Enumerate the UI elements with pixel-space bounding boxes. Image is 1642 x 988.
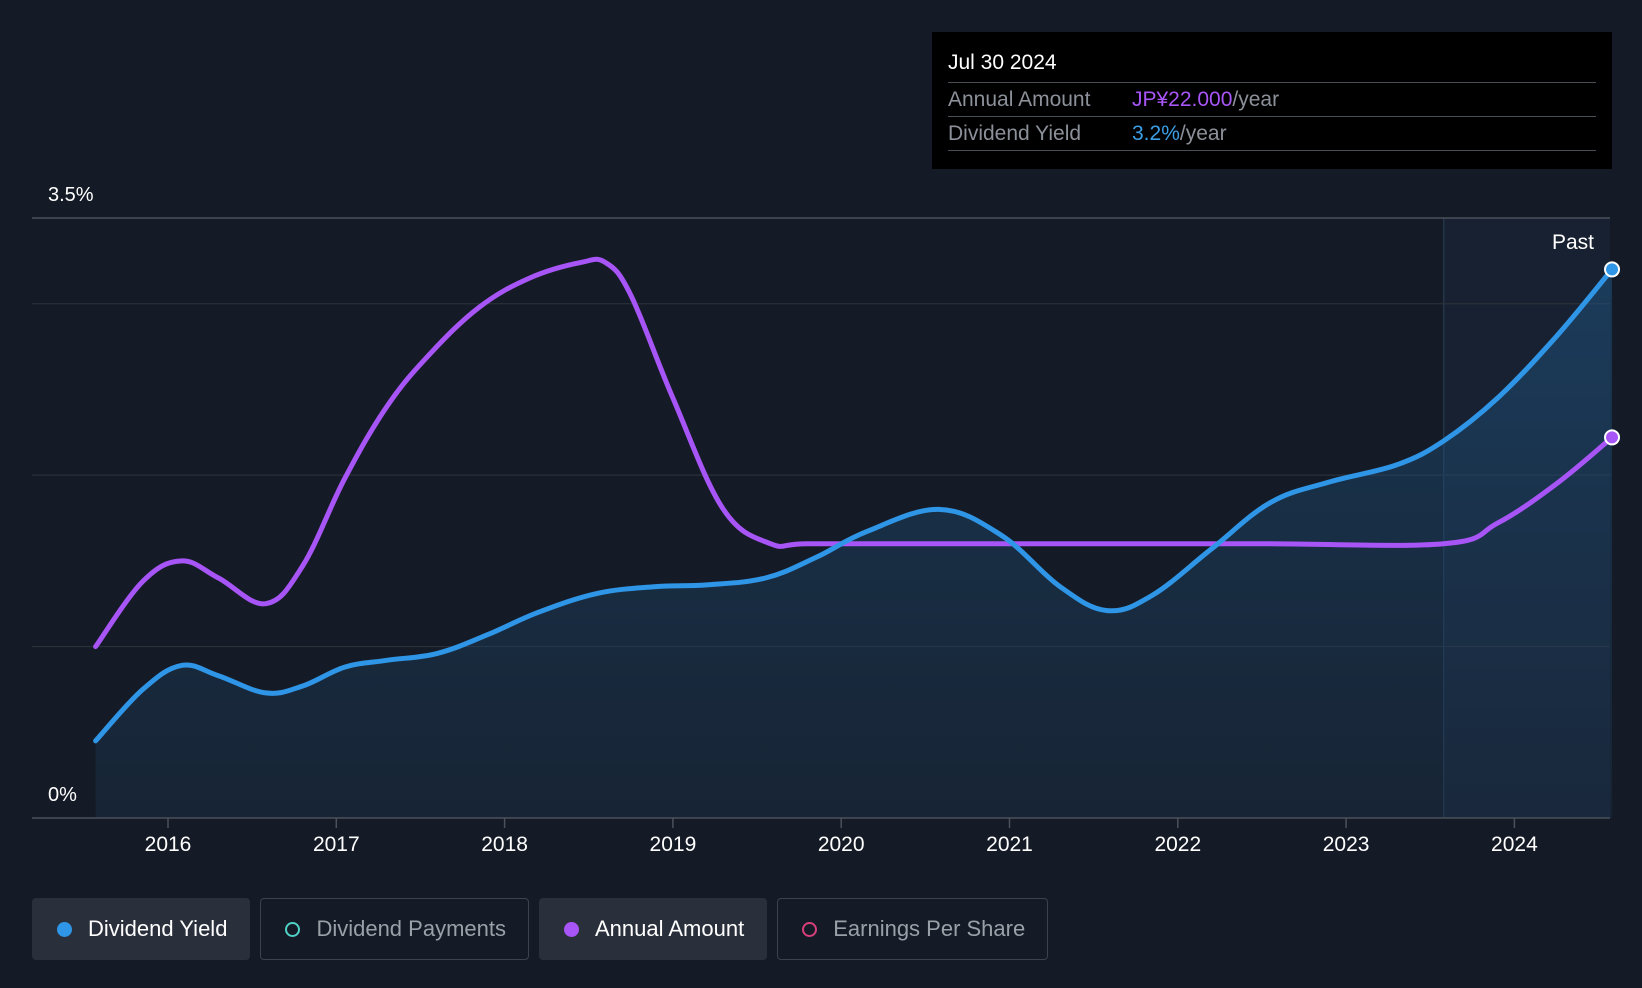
tooltip-unit: /year [1179,122,1227,145]
legend-dot-icon [563,921,579,937]
x-tick-label: 2021 [986,833,1033,856]
annual-amount-endpoint[interactable] [1604,429,1621,446]
tooltip-row-annual-amount: Annual Amount JP¥22.000/year [948,82,1596,116]
x-tick-label: 2019 [650,833,697,856]
x-axis-ticks: 2016 2017 2018 2019 2020 2021 2022 2023 2024 [145,818,1538,856]
dividend-yield-line [93,266,1615,744]
tooltip-date: Jul 30 2024 [948,51,1057,74]
dividend-yield-endpoint[interactable] [1604,261,1621,278]
tooltip-value: JP¥22.000 [1132,88,1233,111]
legend-earnings-per-share[interactable]: Earnings Per Share [777,898,1049,960]
legend-dividend-yield[interactable]: Dividend Yield [32,898,251,960]
past-label: Past [1552,231,1594,254]
tooltip-value-wrap: 3.2%/year [1132,117,1227,150]
x-tick-label: 2020 [818,833,865,856]
legend-dot-icon [57,921,72,937]
legend-dividend-payments[interactable]: Dividend Payments [260,898,529,960]
legend-annual-amount[interactable]: Annual Amount [538,898,768,960]
legend-dot-icon [802,921,818,937]
tooltip-label: Dividend Yield [948,122,1082,145]
x-tick-label: 2024 [1491,833,1538,856]
tooltip-value-wrap: JP¥22.000/year [1132,83,1279,116]
legend-label: Earnings Per Share [833,916,1026,941]
x-tick-label: 2023 [1323,833,1370,856]
tooltip: Jul 30 2024 Annual Amount JP¥22.000/year… [932,32,1612,169]
legend-label: Dividend Yield [88,916,228,941]
y-axis-bottom-label: 0% [48,784,77,806]
legend: Dividend Yield Dividend Payments Annual … [32,898,1049,960]
x-tick-label: 2017 [313,833,360,856]
legend-label: Dividend Payments [316,916,506,941]
tooltip-unit: /year [1232,88,1280,111]
tooltip-label: Annual Amount [948,88,1091,111]
legend-label: Annual Amount [594,916,745,941]
tooltip-row-dividend-yield: Dividend Yield 3.2%/year [948,116,1596,151]
tooltip-value: 3.2% [1132,122,1180,145]
y-axis-top-label: 3.5% [48,184,94,206]
x-tick-label: 2022 [1154,833,1201,856]
x-tick-label: 2016 [145,833,192,856]
annual-amount-line [93,256,1615,650]
x-tick-label: 2018 [481,833,528,856]
legend-dot-icon [285,921,301,937]
